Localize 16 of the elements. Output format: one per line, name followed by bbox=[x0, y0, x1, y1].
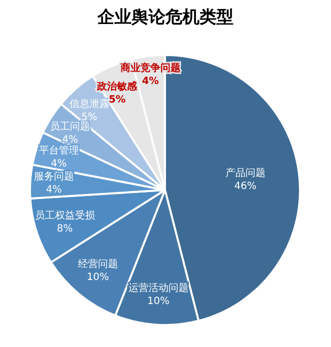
slice-label: 产品问题 bbox=[225, 166, 266, 179]
slice-label: 政治敏感 bbox=[96, 80, 138, 92]
data-label: 4% bbox=[46, 184, 62, 196]
data-label: 4% bbox=[50, 158, 67, 170]
slice-label: 经营问题 bbox=[78, 258, 118, 270]
data-label: 10% bbox=[86, 272, 109, 284]
chart-title: 企业舆论危机类型 bbox=[96, 8, 234, 28]
data-label: 4% bbox=[142, 76, 159, 87]
data-label: 5% bbox=[108, 94, 126, 106]
slice-label: 员工权益受损 bbox=[34, 210, 95, 222]
data-label: 4% bbox=[62, 134, 78, 146]
data-label: 46% bbox=[234, 180, 256, 192]
slice-label: 运营活动问题 bbox=[128, 282, 188, 294]
data-label: 8% bbox=[56, 224, 73, 235]
data-label: 10% bbox=[147, 296, 170, 308]
slice-label: 信息泄露 bbox=[69, 98, 110, 110]
